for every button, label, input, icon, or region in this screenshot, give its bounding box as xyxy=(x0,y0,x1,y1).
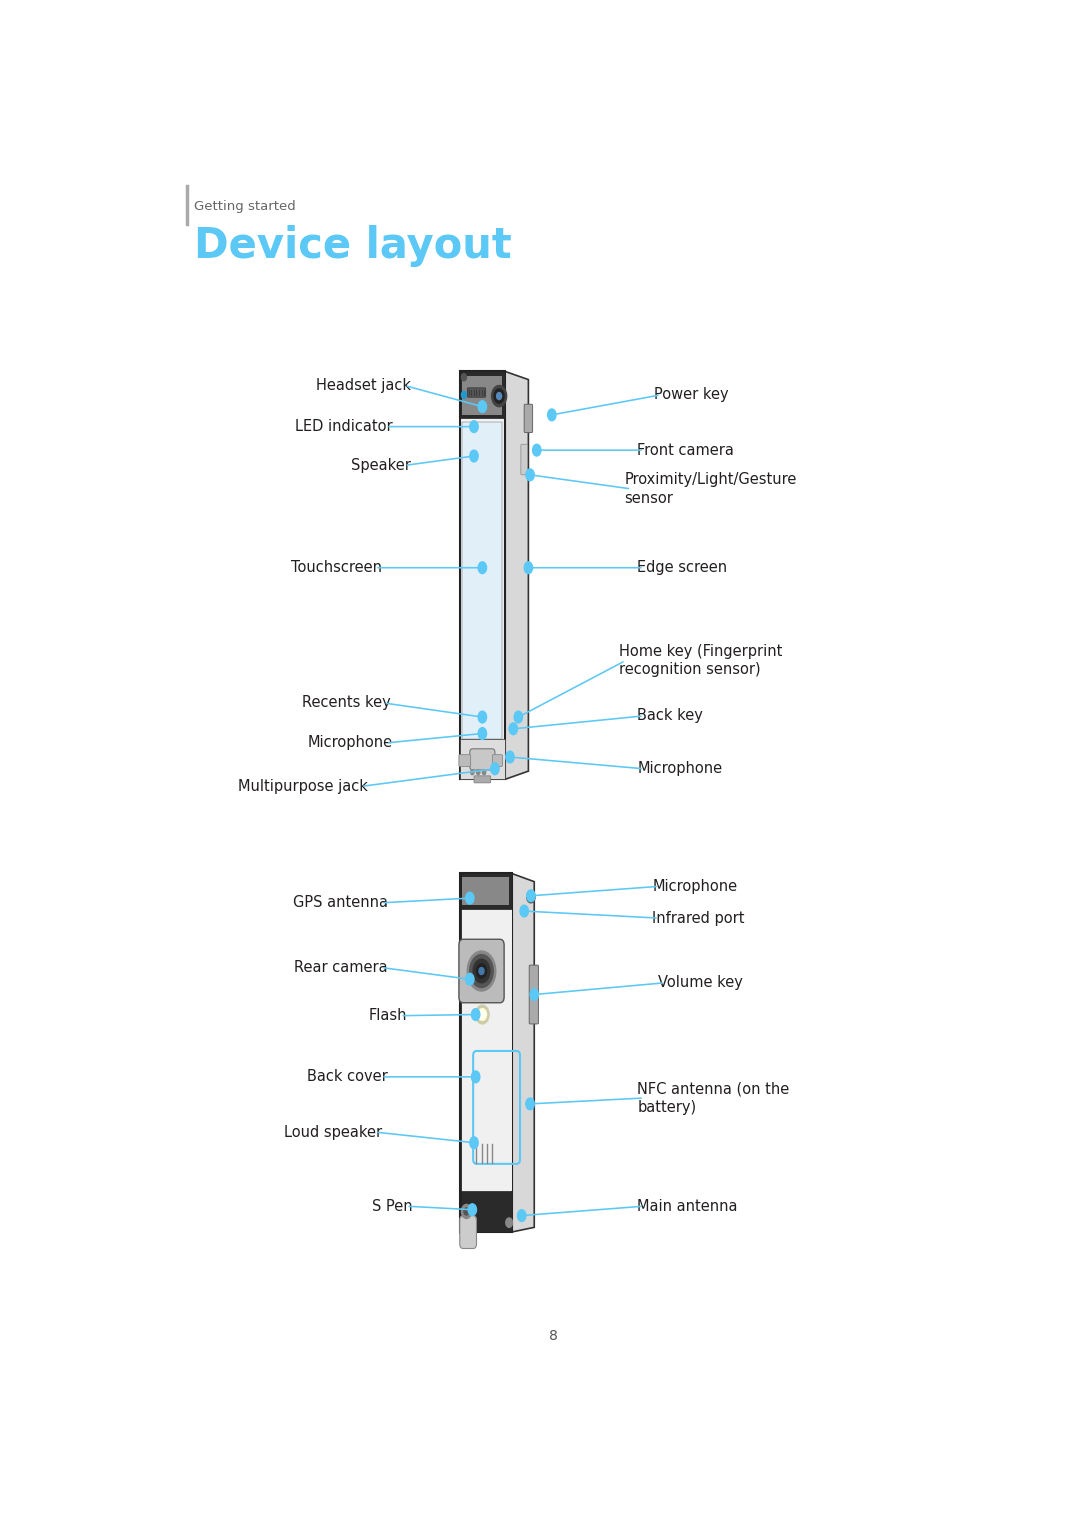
Circle shape xyxy=(461,374,467,380)
Text: Rear camera: Rear camera xyxy=(294,960,388,976)
Text: Back cover: Back cover xyxy=(307,1069,388,1084)
Text: Microphone: Microphone xyxy=(308,736,393,750)
Circle shape xyxy=(505,1219,513,1228)
Text: LED indicator: LED indicator xyxy=(295,418,393,434)
Circle shape xyxy=(490,764,499,774)
Text: Home key (Fingerprint
recognition sensor): Home key (Fingerprint recognition sensor… xyxy=(619,644,782,678)
Circle shape xyxy=(505,751,514,764)
Text: Loud speaker: Loud speaker xyxy=(284,1124,382,1139)
Circle shape xyxy=(476,964,486,979)
Circle shape xyxy=(478,712,486,722)
Circle shape xyxy=(478,728,486,739)
Text: Getting started: Getting started xyxy=(193,200,295,214)
Circle shape xyxy=(464,1208,469,1215)
Circle shape xyxy=(465,892,474,904)
Circle shape xyxy=(472,1009,480,1020)
FancyBboxPatch shape xyxy=(529,965,539,1025)
Circle shape xyxy=(530,988,539,1000)
Circle shape xyxy=(472,1070,480,1083)
Circle shape xyxy=(491,385,507,406)
Circle shape xyxy=(526,469,535,481)
FancyBboxPatch shape xyxy=(492,754,502,767)
FancyBboxPatch shape xyxy=(468,388,486,397)
Text: Power key: Power key xyxy=(653,388,729,403)
Text: NFC antenna (on the
battery): NFC antenna (on the battery) xyxy=(637,1081,789,1115)
Circle shape xyxy=(470,421,478,432)
FancyBboxPatch shape xyxy=(521,444,527,475)
Circle shape xyxy=(527,892,535,902)
Text: Speaker: Speaker xyxy=(351,458,411,473)
Circle shape xyxy=(514,712,523,722)
Circle shape xyxy=(494,389,504,403)
FancyBboxPatch shape xyxy=(459,754,471,767)
Text: Recents key: Recents key xyxy=(301,695,390,710)
Polygon shape xyxy=(462,876,509,906)
Polygon shape xyxy=(460,1191,512,1232)
Text: S Pen: S Pen xyxy=(373,1199,413,1214)
Circle shape xyxy=(478,562,486,574)
Circle shape xyxy=(470,954,494,988)
Polygon shape xyxy=(462,376,502,415)
Circle shape xyxy=(465,973,474,985)
Text: Headset jack: Headset jack xyxy=(316,379,411,392)
Polygon shape xyxy=(460,873,512,1232)
Circle shape xyxy=(483,770,486,774)
Polygon shape xyxy=(460,371,505,418)
Polygon shape xyxy=(462,421,502,739)
Text: Main antenna: Main antenna xyxy=(637,1199,738,1214)
Text: 8: 8 xyxy=(549,1328,558,1342)
Circle shape xyxy=(497,392,501,400)
Circle shape xyxy=(527,890,535,901)
Text: Proximity/Light/Gesture
sensor: Proximity/Light/Gesture sensor xyxy=(624,472,797,505)
Circle shape xyxy=(461,1205,472,1219)
Text: Microphone: Microphone xyxy=(652,880,738,893)
Circle shape xyxy=(526,1098,535,1110)
Circle shape xyxy=(521,906,528,916)
Text: Multipurpose jack: Multipurpose jack xyxy=(238,779,367,794)
FancyBboxPatch shape xyxy=(524,405,532,432)
FancyBboxPatch shape xyxy=(470,748,495,770)
Polygon shape xyxy=(505,371,528,779)
Text: Edge screen: Edge screen xyxy=(637,560,727,576)
Circle shape xyxy=(476,770,480,774)
Polygon shape xyxy=(512,873,535,1232)
Circle shape xyxy=(481,1012,484,1017)
Text: Back key: Back key xyxy=(637,709,703,724)
FancyBboxPatch shape xyxy=(459,939,504,1003)
Circle shape xyxy=(532,444,541,457)
Circle shape xyxy=(471,770,474,774)
Circle shape xyxy=(465,887,471,895)
Polygon shape xyxy=(460,873,512,909)
Circle shape xyxy=(509,722,517,734)
Text: Touchscreen: Touchscreen xyxy=(291,560,382,576)
Text: Device layout: Device layout xyxy=(193,224,511,267)
Text: Volume key: Volume key xyxy=(658,976,743,991)
Text: GPS antenna: GPS antenna xyxy=(293,895,388,910)
Circle shape xyxy=(548,409,556,421)
Circle shape xyxy=(475,1005,489,1025)
Circle shape xyxy=(473,959,490,983)
Text: Microphone: Microphone xyxy=(637,762,723,776)
Circle shape xyxy=(470,1136,478,1148)
Polygon shape xyxy=(460,371,505,779)
Circle shape xyxy=(517,1209,526,1222)
Circle shape xyxy=(481,887,486,895)
Circle shape xyxy=(480,968,484,974)
Circle shape xyxy=(461,391,467,399)
Text: Flash: Flash xyxy=(368,1008,407,1023)
FancyBboxPatch shape xyxy=(460,1215,476,1249)
Circle shape xyxy=(470,450,478,461)
Polygon shape xyxy=(460,739,505,779)
Polygon shape xyxy=(460,909,512,1191)
Text: Front camera: Front camera xyxy=(637,443,734,458)
Circle shape xyxy=(478,1009,486,1020)
Circle shape xyxy=(524,562,532,574)
Text: Infrared port: Infrared port xyxy=(652,910,745,925)
FancyBboxPatch shape xyxy=(474,776,490,783)
Circle shape xyxy=(526,563,531,571)
Circle shape xyxy=(468,951,496,991)
Circle shape xyxy=(478,400,486,412)
Circle shape xyxy=(468,1203,476,1215)
